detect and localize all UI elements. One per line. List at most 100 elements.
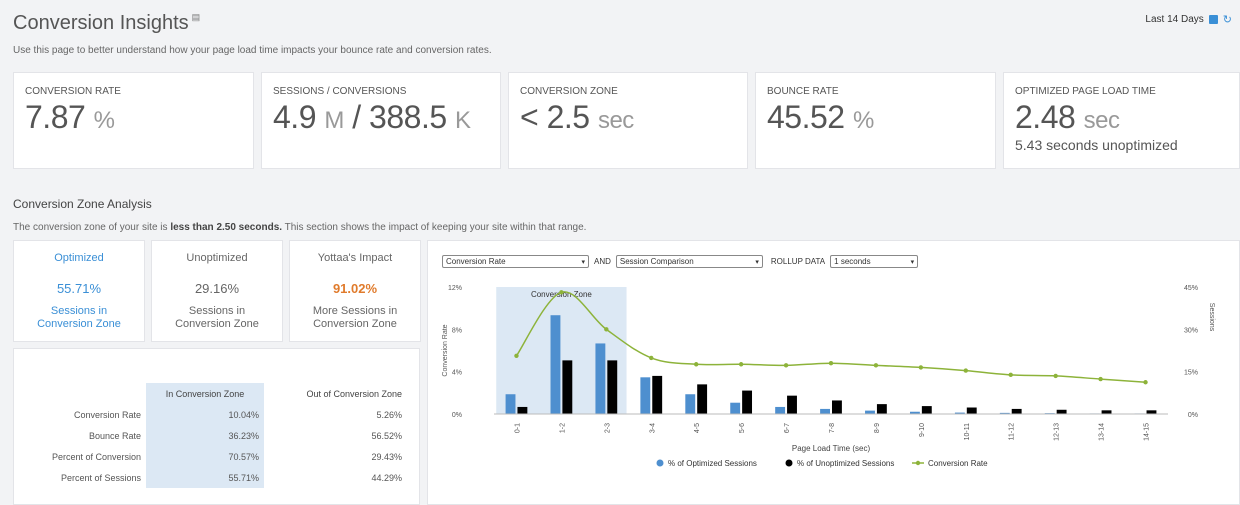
- chevron-down-icon: ▾: [581, 258, 585, 266]
- table-header-row: In Conversion Zone Out of Conversion Zon…: [18, 383, 408, 404]
- bar-unoptimized: [652, 375, 663, 414]
- kpi-value: < 2.5 sec: [520, 99, 634, 135]
- bar-unoptimized: [1101, 410, 1112, 414]
- bar-unoptimized: [562, 360, 573, 414]
- zone-description: The conversion zone of your site is less…: [13, 222, 587, 233]
- title-text: Conversion Insights: [13, 12, 189, 34]
- bar-optimized: [775, 406, 786, 414]
- bar-unoptimized: [742, 390, 753, 414]
- x-tick-label: 9-10: [919, 423, 926, 437]
- column-header: Out of Conversion Zone: [306, 388, 402, 399]
- conversion-rate-point: [1053, 373, 1058, 379]
- kpi-value: 7.87 %: [25, 99, 115, 135]
- legend-label-line: Conversion Rate: [928, 459, 988, 468]
- x-tick-label: 10-11: [964, 423, 971, 440]
- refresh-icon[interactable]: ↻: [1222, 14, 1232, 26]
- zone-box-caption: Sessions in Conversion Zone: [37, 305, 121, 330]
- metric-select[interactable]: Conversion Rate ▾: [442, 255, 589, 268]
- table-row: Percent of Sessions 55.71% 44.29%: [18, 467, 408, 488]
- kpi-sessions-conversions: SESSIONS / CONVERSIONS 4.9 M / 388.5 K: [261, 72, 501, 169]
- bar-unoptimized: [697, 384, 708, 414]
- y2-tick-label: 15%: [1184, 370, 1198, 377]
- conversion-rate-point: [559, 290, 564, 295]
- page-subtitle: Use this page to better understand how y…: [13, 45, 492, 56]
- conversion-rate-point: [604, 327, 609, 332]
- legend-swatch-line-point: [915, 460, 921, 466]
- kpi-value: 45.52 %: [767, 99, 874, 135]
- bar-optimized: [865, 410, 875, 414]
- table-row: Percent of Conversion 70.57% 29.43%: [18, 446, 408, 467]
- x-tick-label: 4-5: [694, 423, 701, 433]
- x-tick-label: 5-6: [739, 423, 746, 433]
- chart-panel: Conversion Rate ▾ AND Session Comparison ▾…: [427, 240, 1240, 505]
- bar-unoptimized: [1146, 410, 1157, 414]
- doc-icon[interactable]: ▤: [191, 12, 201, 22]
- combo-chart: Conversion Zone 0% 4% 8% 12% 0% 15% 30% 45% Conve…: [442, 285, 1215, 468]
- zone-box-title: Yottaa's Impact: [317, 252, 393, 264]
- bar-optimized: [550, 315, 561, 414]
- conversion-rate-point: [514, 353, 519, 358]
- y2-tick-label: 0%: [1188, 412, 1198, 419]
- zone-box-value: 55.71%: [56, 281, 102, 296]
- bar-optimized: [909, 411, 920, 414]
- chevron-down-icon: ▾: [755, 258, 759, 266]
- x-tick-label: 6-7: [784, 423, 791, 433]
- kpi-label: SESSIONS / CONVERSIONS: [273, 86, 407, 97]
- y-tick-label: 8%: [452, 327, 462, 334]
- zone-box-impact: Yottaa's Impact 91.02% More Sessions in C…: [289, 240, 421, 342]
- x-axis-label: Page Load Time (sec): [792, 444, 871, 453]
- bar-optimized: [730, 402, 741, 414]
- table-row: Conversion Rate 10.04% 5.26%: [18, 404, 408, 425]
- y-tick-label: 0%: [452, 412, 462, 419]
- bar-unoptimized: [1011, 408, 1022, 414]
- zone-box-caption: Sessions in Conversion Zone: [175, 305, 259, 330]
- bar-unoptimized: [517, 406, 528, 414]
- kpi-value: 2.48 sec: [1015, 99, 1120, 135]
- bar-optimized: [685, 394, 696, 414]
- calendar-icon[interactable]: [1208, 15, 1218, 24]
- bar-unoptimized: [921, 406, 932, 414]
- and-label: AND: [594, 257, 611, 266]
- rollup-select[interactable]: 1 seconds ▾: [830, 255, 919, 268]
- date-range-label[interactable]: Last 14 Days: [1145, 14, 1204, 25]
- zone-box-value: 91.02%: [332, 281, 378, 296]
- x-tick-label: 13-14: [1099, 423, 1106, 441]
- x-tick-label: 1-2: [559, 423, 566, 433]
- conversion-rate-point: [918, 365, 924, 370]
- y2-axis-label: Sessions: [1208, 303, 1215, 332]
- compare-select[interactable]: Session Comparison ▾: [615, 255, 763, 268]
- conversion-rate-point: [649, 355, 654, 361]
- bar-unoptimized: [832, 400, 842, 414]
- x-tick-label: 2-3: [604, 423, 611, 433]
- zone-table-panel: In Conversion Zone Out of Conversion Zon…: [13, 348, 420, 505]
- conversion-rate-point: [1008, 372, 1013, 378]
- conversion-rate-point: [783, 363, 789, 368]
- kpi-conversion-zone: CONVERSION ZONE < 2.5 sec: [508, 72, 748, 169]
- bar-optimized: [505, 394, 516, 414]
- bar-unoptimized: [876, 404, 887, 414]
- kpi-label: BOUNCE RATE: [767, 86, 839, 97]
- bar-optimized: [595, 343, 606, 414]
- zone-box-optimized: Optimized 55.71% Sessions in Conversion Z…: [13, 240, 145, 342]
- bar-unoptimized: [607, 360, 618, 414]
- date-range[interactable]: Last 14 Days ↻: [1145, 13, 1232, 26]
- zone-box-unoptimized: Unoptimized 29.16% Sessions in Conversion…: [151, 240, 283, 342]
- chart-controls: Conversion Rate ▾ AND Session Comparison ▾…: [442, 255, 919, 268]
- y-tick-label: 4%: [452, 370, 462, 377]
- zone-table: In Conversion Zone Out of Conversion Zon…: [18, 383, 408, 488]
- y2-tick-label: 30%: [1184, 327, 1198, 334]
- legend-label-unoptimized: % of Unoptimized Sessions: [797, 459, 894, 468]
- conversion-rate-point: [738, 362, 744, 367]
- table-row: Bounce Rate 36.23% 56.52%: [18, 425, 408, 446]
- zone-box-value: 29.16%: [194, 281, 240, 296]
- conversion-rate-point: [1098, 376, 1103, 382]
- kpi-value: 4.9 M / 388.5 K: [273, 99, 471, 135]
- bar-unoptimized: [787, 395, 797, 414]
- x-tick-label: 14-15: [1144, 423, 1151, 441]
- x-tick-label: 8-9: [874, 423, 881, 433]
- conversion-rate-point: [963, 368, 968, 373]
- conversion-rate-point: [694, 362, 699, 367]
- y-tick-label: 12%: [448, 285, 462, 292]
- x-tick-label: 12-13: [1054, 423, 1061, 441]
- kpi-label: OPTIMIZED PAGE LOAD TIME: [1015, 86, 1156, 97]
